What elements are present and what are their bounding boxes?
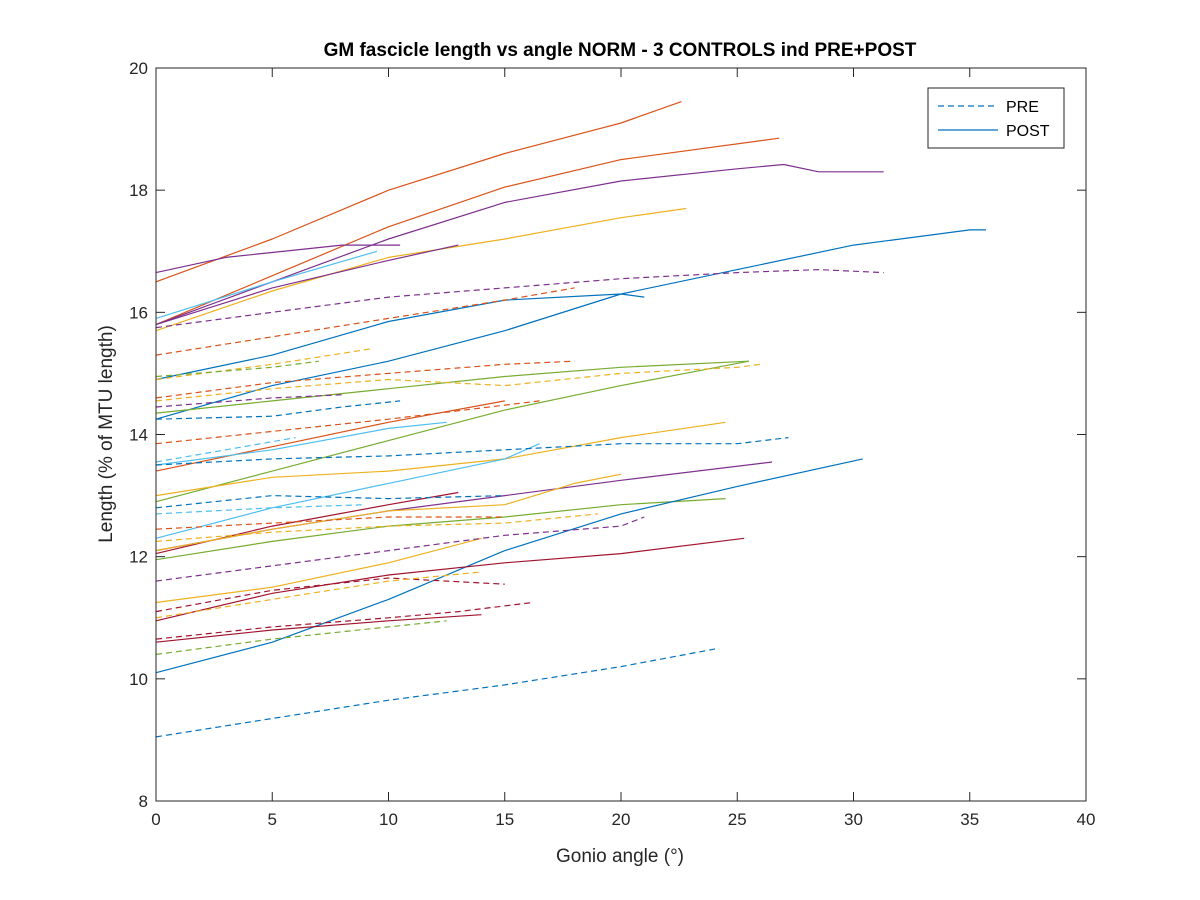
- series-line-dashed-33: [155, 437, 789, 466]
- x-ticks: 0 5 10 15 20 25 30 35 40: [151, 68, 1095, 829]
- series-line-solid-17: [155, 473, 622, 552]
- series-line-dashed-34: [155, 495, 505, 509]
- series-line-solid-3: [155, 207, 687, 332]
- x-tick-label: 30: [844, 810, 863, 829]
- series-line-dashed-36: [155, 516, 505, 530]
- series-line-dashed-38: [155, 516, 645, 582]
- series-line-solid-6: [155, 244, 459, 326]
- series-line-solid-10: [155, 360, 750, 503]
- series-line-solid-12: [155, 443, 540, 539]
- series-line-solid-18: [155, 498, 726, 561]
- series-line-solid-20: [155, 537, 745, 622]
- x-tick-label: 40: [1077, 810, 1096, 829]
- series-line-dashed-43: [155, 647, 719, 738]
- y-tick-label: 8: [139, 792, 148, 811]
- x-tick-label: 5: [268, 810, 277, 829]
- series-line-solid-13: [155, 400, 505, 472]
- y-axis-label: Length (% of MTU length): [96, 325, 117, 543]
- series-line-solid-19: [155, 458, 863, 674]
- series-line-dashed-29: [155, 394, 343, 408]
- series-line-dashed-28: [155, 363, 761, 402]
- series-line-dashed-40: [155, 571, 482, 619]
- series-line-solid-9: [155, 360, 749, 414]
- x-tick-label: 15: [495, 810, 514, 829]
- series-line-solid-2: [155, 163, 884, 326]
- plot-box: [155, 67, 1087, 802]
- series-line-solid-21: [155, 537, 482, 604]
- x-tick-label: 0: [151, 810, 160, 829]
- legend-label-post: POST: [1006, 123, 1050, 140]
- series-line-solid-14: [155, 421, 447, 466]
- series-line-solid-16: [155, 491, 459, 555]
- series-line-dashed-31: [155, 400, 540, 445]
- series-line-solid-0: [155, 101, 682, 283]
- series-line-solid-8: [155, 293, 645, 420]
- legend-label-pre: PRE: [1006, 99, 1039, 116]
- y-tick-label: 14: [129, 426, 148, 445]
- y-tick-label: 16: [129, 303, 148, 322]
- y-tick-label: 20: [129, 59, 148, 78]
- series-line-dashed-30: [155, 400, 401, 420]
- series-line-solid-4: [155, 229, 986, 381]
- series-line-dashed-35: [155, 504, 366, 515]
- x-tick-label: 20: [612, 810, 631, 829]
- y-tick-label: 18: [129, 181, 148, 200]
- series-line-solid-22: [155, 614, 482, 643]
- y-ticks: 8 10 12 14 16 18 20: [129, 59, 1086, 811]
- x-tick-label: 25: [728, 810, 747, 829]
- series-line-dashed-37: [155, 513, 598, 542]
- series-line-solid-7: [155, 250, 378, 319]
- series-line-dashed-23: [155, 269, 884, 329]
- legend-box: [927, 87, 1065, 149]
- x-tick-label: 35: [960, 810, 979, 829]
- series-line-dashed-27: [155, 360, 575, 399]
- y-tick-label: 10: [129, 670, 148, 689]
- x-tick-label: 10: [379, 810, 398, 829]
- series-line-solid-11: [155, 421, 726, 497]
- y-tick-label: 12: [129, 548, 148, 567]
- legend: PRE POST: [927, 87, 1065, 149]
- series-line-solid-5: [155, 244, 401, 274]
- series-line-dashed-41: [155, 601, 533, 640]
- series-line-dashed-42: [155, 620, 447, 655]
- chart-title: GM fascicle length vs angle NORM - 3 CON…: [324, 40, 917, 61]
- axes-layer: [155, 67, 1087, 802]
- series-layer: [155, 101, 986, 738]
- series-line-solid-1: [155, 137, 780, 326]
- x-axis-label: Gonio angle (°): [556, 846, 684, 867]
- series-line-dashed-32: [155, 437, 296, 463]
- series-line-dashed-24: [155, 287, 575, 356]
- series-line-dashed-39: [155, 577, 505, 613]
- series-line-dashed-25: [155, 348, 370, 381]
